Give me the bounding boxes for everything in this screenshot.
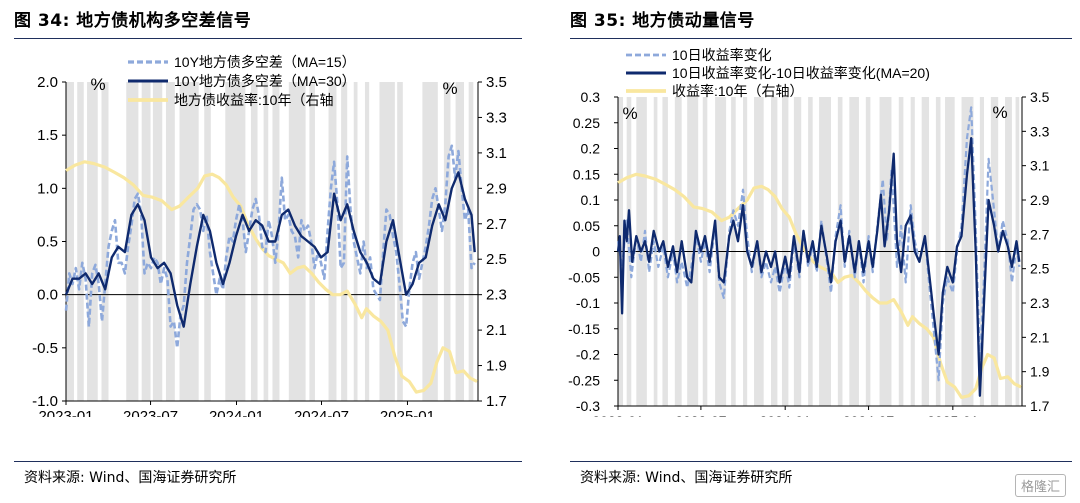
right-tick-label: 2.9: [1030, 192, 1050, 208]
left-tick-label: 0.0: [37, 287, 58, 304]
left-axis-unit: %: [90, 75, 105, 94]
right-tick-label: 1.9: [486, 358, 507, 375]
right-tick-label: 2.5: [1030, 261, 1050, 277]
left-tick-label: -0.25: [568, 372, 600, 388]
source-note: 资料来源: Wind、国海证券研究所: [24, 470, 237, 486]
right-tick-label: 2.1: [486, 322, 507, 339]
legend: 10Y地方债多空差（MA=15） 10Y地方债多空差（MA=30） 地方债收益率:1…: [128, 54, 356, 108]
chart-local-bond-momentum-signal: 0.3 0.25 0.2 0.15 0.1 0.05 0 -0.05 -0.1 -0.15 -0.2…: [568, 47, 1050, 417]
left-axis-unit: %: [622, 104, 637, 123]
shaded-band: [328, 82, 337, 401]
shaded-band: [141, 82, 151, 401]
shaded-band: [250, 82, 258, 401]
left-tick-label: 0: [592, 244, 600, 260]
x-tick-label: 2023-07: [123, 408, 178, 417]
legend: 10日收益率变化 10日收益率变化-10日收益率变化(MA=20) 收益率:10年（…: [626, 47, 930, 99]
shaded-band: [353, 82, 358, 401]
right-tick-label: 2.3: [486, 287, 507, 304]
x-tick-label: 2025-01: [380, 408, 435, 417]
right-tick-label: 3.5: [486, 74, 507, 91]
right-axis-unit: %: [992, 103, 1007, 122]
left-tick-label: 0.3: [581, 89, 601, 105]
x-tick-label: 2023-01: [38, 408, 93, 417]
left-tick-label: -0.05: [568, 269, 600, 285]
shaded-band: [204, 82, 211, 401]
shaded-band: [77, 82, 84, 401]
legend-label: 10Y地方债多空差（MA=15）: [174, 54, 356, 70]
right-axis-unit: %: [442, 79, 457, 98]
right-tick-label: 1.9: [1030, 364, 1050, 380]
right-tick-label: 3.1: [1030, 158, 1050, 174]
right-tick-label: 2.1: [1030, 329, 1050, 345]
left-tick-label: 0.25: [573, 115, 600, 131]
series-line-2: [616, 137, 1021, 397]
shaded-band: [87, 82, 98, 401]
right-tick-label: 2.7: [1030, 226, 1050, 242]
right-tick-label: 3.1: [486, 145, 507, 162]
left-tick-label: 1.0: [37, 180, 58, 197]
shaded-band: [66, 82, 74, 401]
x-tick-label: 2023-01: [592, 413, 644, 417]
title-divider: [570, 38, 1072, 39]
shaded-band: [179, 82, 199, 401]
left-tick-label: 2.0: [37, 74, 58, 91]
left-tick-label: -1.0: [32, 393, 58, 410]
right-tick-label: 1.7: [486, 393, 507, 410]
right-tick-label: 1.7: [1030, 398, 1050, 414]
left-tick-label: 0.5: [37, 234, 58, 251]
source-divider: [14, 461, 522, 462]
left-tick-label: -0.15: [568, 321, 600, 337]
figure-title: 图 34: 地方债机构多空差信号: [14, 11, 252, 31]
shaded-band: [364, 82, 370, 401]
legend-label: 10日收益率变化: [672, 47, 772, 63]
legend-label: 10Y地方债多空差（MA=30）: [174, 73, 356, 89]
right-tick-label: 2.7: [486, 216, 507, 233]
watermark-logo: 格隆汇: [1014, 474, 1066, 497]
legend-label: 收益率:10年（右轴）: [672, 83, 803, 99]
x-tick-label: 2024-07: [843, 413, 895, 417]
right-tick-label: 3.3: [486, 109, 507, 126]
figure-34-panel: 图 34: 地方债机构多空差信号 2.0 1.5 1.0 0.5 0.0 -0.5 -1.0…: [0, 0, 530, 503]
shaded-band: [165, 82, 175, 401]
left-tick-label: 0.1: [581, 192, 601, 208]
source-note: 资料来源: Wind、国海证券研究所: [580, 470, 793, 486]
left-tick-label: 0.15: [573, 166, 600, 182]
left-tick-label: 1.5: [37, 127, 58, 144]
x-tick-label: 2024-01: [759, 413, 811, 417]
shaded-band: [101, 82, 109, 401]
source-divider: [570, 461, 1072, 462]
series-line-3: [65, 160, 478, 394]
left-tick-label: -0.2: [576, 347, 600, 363]
left-tick-label: 0.05: [573, 218, 600, 234]
x-tick-label: 2023-07: [675, 413, 727, 417]
left-tick-label: -0.3: [576, 398, 600, 414]
left-tick-label: 0.2: [581, 141, 601, 157]
chart-local-bond-long-short-signal: 2.0 1.5 1.0 0.5 0.0 -0.5 -1.0 3.5 3.3 3.1 2.9 2.7 2.…: [32, 54, 507, 417]
series-line-2: [64, 171, 476, 328]
right-tick-label: 2.5: [486, 251, 507, 268]
x-tick-label: 2024-01: [209, 408, 264, 417]
x-tick-label: 2025-01: [927, 413, 979, 417]
left-tick-label: -0.1: [576, 295, 600, 311]
figure-title: 图 35: 地方债动量信号: [570, 11, 755, 31]
right-tick-label: 3.5: [1030, 89, 1050, 105]
shaded-band: [288, 82, 306, 401]
series-line-3: [617, 172, 1022, 399]
shaded-band: [455, 82, 464, 401]
shaded-band: [341, 82, 348, 401]
right-tick-label: 2.3: [1030, 295, 1050, 311]
legend-label: 10日收益率变化-10日收益率变化(MA=20): [672, 65, 930, 81]
right-tick-label: 3.3: [1030, 123, 1050, 139]
legend-label: 地方债收益率:10年（右轴: [174, 92, 333, 108]
shaded-band: [152, 82, 163, 401]
title-divider: [14, 38, 522, 39]
shaded-band: [397, 82, 403, 401]
series-line-1: [64, 144, 476, 350]
figure-35-panel: 图 35: 地方债动量信号 0.3 0.25 0.2 0.15 0.1 0.05 0 -0.0…: [556, 0, 1080, 503]
shaded-band: [126, 82, 139, 401]
left-tick-label: -0.5: [32, 340, 58, 357]
shaded-band: [443, 82, 451, 401]
right-tick-label: 2.9: [486, 180, 507, 197]
x-tick-label: 2024-07: [294, 408, 349, 417]
